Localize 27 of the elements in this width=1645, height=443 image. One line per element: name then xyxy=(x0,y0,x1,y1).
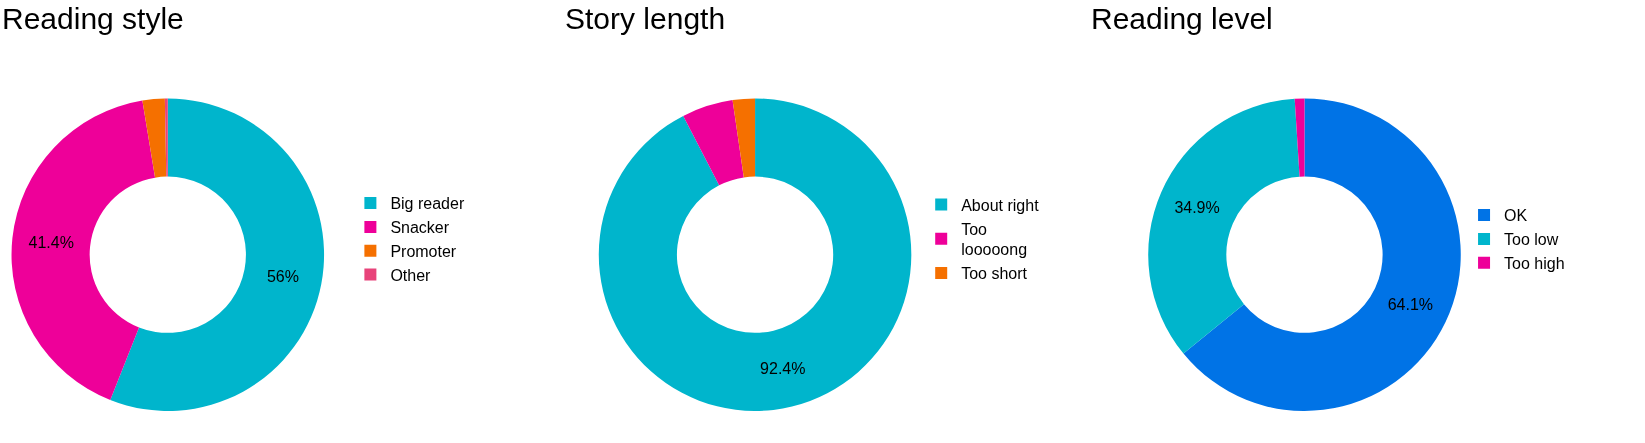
data-label: 41.4% xyxy=(28,233,74,251)
legend-label: Too short xyxy=(961,265,1028,283)
donut-slice xyxy=(683,100,744,186)
donut-slice xyxy=(110,98,324,411)
legend-label: Too looooong xyxy=(961,220,1028,259)
data-label: 64.1% xyxy=(1387,296,1434,314)
legend-label: About right xyxy=(961,196,1040,214)
donut-slice xyxy=(599,98,912,411)
chart-title: Story length xyxy=(565,2,726,35)
chart-title: Reading style xyxy=(2,2,184,35)
data-label: 92.4% xyxy=(760,360,806,378)
legend-label: Other xyxy=(390,266,432,284)
donut-slice xyxy=(1148,98,1300,354)
legend-label: Big reader xyxy=(390,195,465,213)
legend-label: Promoter xyxy=(390,242,457,260)
legend-label: Too high xyxy=(1504,254,1565,272)
donut-slice xyxy=(11,100,156,401)
legend-label: OK xyxy=(1504,207,1528,225)
donut-slice xyxy=(164,98,168,177)
donut-slice xyxy=(732,98,756,178)
donut-slice xyxy=(142,98,167,178)
data-label: 56% xyxy=(266,268,299,286)
legend-label: Too low xyxy=(1504,231,1559,249)
chart-title: Reading level xyxy=(1091,2,1273,35)
data-label: 34.9% xyxy=(1174,199,1220,217)
legend-label: Snacker xyxy=(390,219,450,237)
donut-slice xyxy=(1294,98,1305,177)
